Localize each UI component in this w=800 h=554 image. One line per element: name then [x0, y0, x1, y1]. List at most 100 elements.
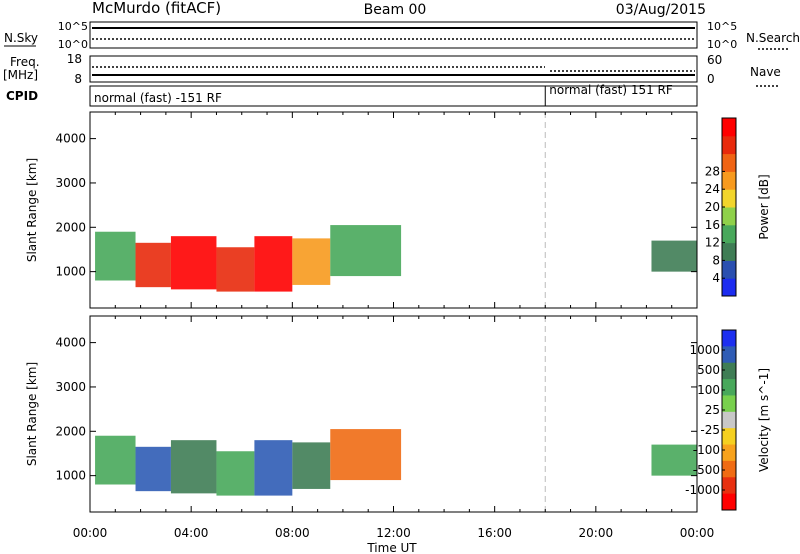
echo-region-0 — [95, 231, 136, 281]
y-tick-label: 3000 — [55, 176, 86, 190]
colorbar-tick-label: 12 — [705, 236, 720, 250]
echo-region-2 — [170, 440, 217, 494]
colorbar-segment — [722, 224, 736, 244]
power-panel: 1000 2000 3000 4000 Slant Range [km] 4 8 12 16 20… — [25, 111, 771, 309]
echo-region-0 — [95, 435, 136, 485]
colorbar-segment — [722, 411, 736, 429]
colorbar-segment — [722, 171, 736, 190]
colorbar-segment — [722, 189, 736, 208]
colorbar-segment — [722, 153, 736, 172]
colorbar-tick-label: -100 — [693, 443, 720, 457]
colorbar-segment — [722, 207, 736, 226]
nsky-label: N.Sky — [4, 31, 38, 45]
echo-region-5 — [292, 442, 331, 489]
colorbar-tick-label: 500 — [697, 363, 720, 377]
colorbar-segment — [722, 362, 736, 380]
colorbar-frame — [721, 329, 737, 511]
nsky-tick-low-left: 10^0 — [58, 38, 88, 51]
colorbar-segment — [722, 395, 736, 413]
y-tick-label: 1000 — [55, 469, 86, 483]
colorbar-tick-label: -1000 — [685, 483, 720, 497]
date-title: 03/Aug/2015 — [616, 2, 706, 18]
colorbar-label: Power [dB] — [757, 174, 771, 239]
colorbar-tick-label: 8 — [712, 253, 720, 267]
colorbar-segment — [722, 242, 736, 261]
echo-region-3 — [216, 247, 255, 292]
echo-region-3 — [216, 451, 255, 496]
cpid-panel: CPID normal (fast) -151 RF normal (fast)… — [6, 83, 698, 107]
colorbar-tick-label: 100 — [697, 383, 720, 397]
y-tick-label: 2000 — [55, 424, 86, 438]
nsky-frame — [89, 21, 698, 49]
time-axis-ticks: 00:00 04:00 08:00 12:00 16:00 20:00 00:00 — [73, 526, 715, 540]
colorbar-tick-label: -500 — [693, 463, 720, 477]
velocity-panel: 1000 2000 3000 4000 Slant Range [km] 1000 500 1… — [25, 315, 771, 513]
freq-unit: [MHz] — [3, 68, 38, 82]
echo-region-7 — [651, 444, 697, 476]
y-tick-label: 2000 — [55, 220, 86, 234]
colorbar-tick-label: -25 — [700, 423, 720, 437]
colorbar-segment — [722, 278, 736, 297]
time-tick-label: 20:00 — [579, 526, 614, 540]
colorbar-segment — [722, 460, 736, 478]
y-axis-label: Slant Range [km] — [25, 362, 39, 466]
nave-label: Nave — [750, 65, 781, 79]
station-title: McMurdo (fitACF) — [92, 0, 221, 17]
colorbar-segment — [722, 135, 736, 155]
colorbar-segment — [722, 428, 736, 446]
time-tick-label: 16:00 — [477, 526, 512, 540]
echo-region-7 — [651, 240, 697, 272]
colorbar-tick-label: 28 — [705, 164, 720, 178]
colorbar-segment — [722, 260, 736, 279]
nsky-panel: N.Sky 10^5 10^0 10^5 10^0 N.Search — [4, 20, 800, 51]
colorbar-segment — [722, 346, 736, 364]
echo-region-4 — [254, 236, 293, 292]
y-tick-label: 3000 — [55, 380, 86, 394]
colorbar-tick-label: 16 — [705, 218, 720, 232]
freq-label: Freq. — [10, 55, 40, 69]
echo-region-1 — [135, 446, 171, 492]
time-tick-label: 08:00 — [275, 526, 310, 540]
y-tick-label: 4000 — [55, 336, 86, 350]
colorbar-segment — [722, 330, 736, 347]
y-axis-label: Slant Range [km] — [25, 158, 39, 262]
y-tick-label: 4000 — [55, 132, 86, 146]
colorbar-tick-label: 20 — [705, 200, 720, 214]
nsearch-label: N.Search — [746, 31, 800, 45]
colorbar-tick-label: 1000 — [689, 343, 720, 357]
nsky-tick-high-left: 10^5 — [58, 20, 88, 33]
freq-panel: Freq. [MHz] 18 8 60 0 Nave — [3, 52, 781, 87]
echo-region-4 — [254, 440, 293, 496]
nave-tick-low: 0 — [707, 72, 715, 86]
colorbar-label: Velocity [m s^-1] — [757, 368, 771, 472]
colorbar-segment — [722, 444, 736, 462]
colorbar-tick-label: 4 — [712, 271, 720, 285]
beam-title: Beam 00 — [364, 2, 427, 18]
time-tick-label: 04:00 — [174, 526, 209, 540]
time-tick-label: 12:00 — [376, 526, 411, 540]
colorbar-tick-label: 25 — [705, 403, 720, 417]
y-tick-label: 1000 — [55, 265, 86, 279]
freq-frame — [89, 55, 698, 83]
colorbar-tick-label: 24 — [705, 182, 720, 196]
echo-region-2 — [170, 236, 217, 290]
cpid-mode-1: normal (fast) -151 RF — [94, 91, 222, 105]
colorbar-segment — [722, 118, 736, 137]
cpid-frame — [89, 85, 698, 107]
echo-region-5 — [292, 238, 331, 285]
colorbar-segment — [722, 477, 736, 495]
nsky-tick-high-right: 10^5 — [707, 20, 737, 33]
nsky-tick-low-right: 10^0 — [707, 38, 737, 51]
colorbar-segment — [722, 379, 736, 396]
colorbar-segment — [722, 493, 736, 511]
time-axis-label: Time UT — [366, 541, 417, 554]
echo-region-6 — [330, 429, 402, 481]
cpid-label: CPID — [6, 89, 38, 103]
freq-tick-high: 18 — [67, 52, 82, 66]
freq-tick-low: 8 — [74, 72, 82, 86]
time-tick-label: 00:00 — [73, 526, 108, 540]
echo-region-1 — [135, 242, 171, 288]
time-tick-label: 00:00 — [680, 526, 715, 540]
echo-region-6 — [330, 225, 402, 277]
